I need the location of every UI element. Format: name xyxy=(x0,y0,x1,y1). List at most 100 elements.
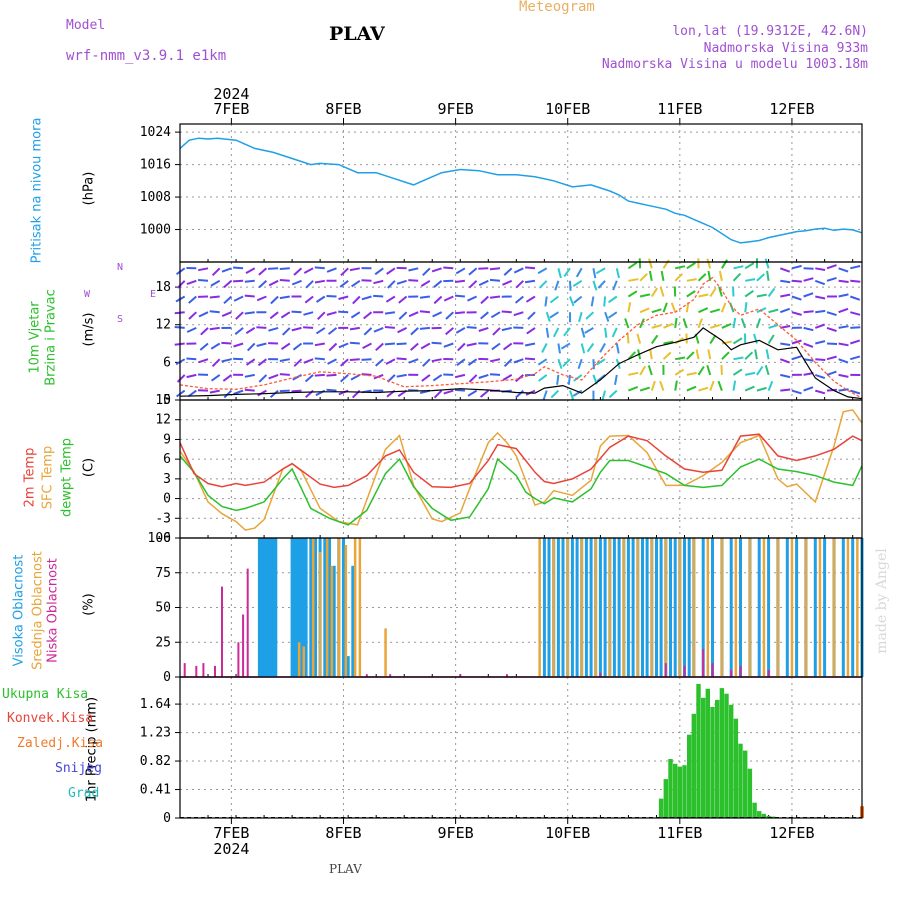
wind-arrow xyxy=(764,258,770,269)
wind-arrow xyxy=(384,342,395,346)
cloud-low-bar xyxy=(389,674,392,677)
cloud-high-bar xyxy=(659,538,663,677)
wind-arrow xyxy=(707,270,712,281)
wind-arrow xyxy=(767,380,774,391)
wind-arrow xyxy=(838,279,849,283)
wind-arrow xyxy=(768,308,779,314)
wind-arrow xyxy=(732,317,737,329)
cloud-high-bar xyxy=(841,538,845,677)
wind-arrow xyxy=(502,279,513,286)
precip-total-bar xyxy=(743,750,748,818)
year-bottom: 2024 xyxy=(213,840,249,858)
wind-arrow xyxy=(545,311,551,322)
wind-speed-line xyxy=(179,327,863,400)
pressure-line xyxy=(179,137,863,244)
cloud-low-bar xyxy=(221,586,223,677)
wind-arrow xyxy=(674,317,678,329)
wind-arrow xyxy=(780,388,791,392)
wind-arrow xyxy=(639,293,651,298)
wind-arrow xyxy=(639,318,645,329)
wind-arrow xyxy=(838,325,849,329)
wind-arrow xyxy=(744,262,755,270)
wind-arrow xyxy=(573,374,583,382)
wind-arrow xyxy=(385,358,396,365)
wind-arrow xyxy=(209,389,220,394)
wind-arrow xyxy=(211,374,221,382)
precip-total-bar xyxy=(710,706,715,818)
cloud-low-bar xyxy=(202,663,205,677)
wind-arrow xyxy=(513,358,524,364)
wind-arrow xyxy=(815,340,826,345)
wind-arrow xyxy=(791,311,802,316)
wind-arrow xyxy=(557,358,563,370)
cloud-high-bar xyxy=(584,538,588,677)
wind-arrows xyxy=(174,258,861,401)
ytick-label-4-4: 1.64 xyxy=(140,697,171,712)
wind-arrow xyxy=(340,358,349,367)
wind-arrow xyxy=(525,342,536,347)
wind-arrow xyxy=(386,267,396,275)
wind-arrow xyxy=(612,280,618,291)
wind-arrow xyxy=(549,311,559,319)
precip-total-bar xyxy=(771,816,776,818)
wind-arrow xyxy=(468,374,478,383)
precip-total-bar xyxy=(658,798,664,818)
cloud-high-bar xyxy=(271,538,275,677)
wind-arrow xyxy=(233,295,244,302)
wind-arrow xyxy=(826,326,837,332)
wind-arrow xyxy=(803,326,814,332)
compass-s: S xyxy=(117,314,124,325)
wind-arrow xyxy=(580,327,586,338)
cloud-mid-bar xyxy=(846,538,850,677)
cloud-high-bar xyxy=(274,538,278,677)
wind-arrow xyxy=(557,343,561,354)
wind-arrow xyxy=(557,268,562,279)
wind-arrow xyxy=(850,326,861,329)
wind-arrow xyxy=(720,302,727,313)
cloud-mid-bar xyxy=(311,538,315,677)
wind-arrow xyxy=(293,358,303,367)
wind-arrow xyxy=(480,311,489,320)
wind-arrow xyxy=(550,389,560,399)
ytick-label-4-2: 0.82 xyxy=(140,754,171,769)
wind-arrow xyxy=(223,295,233,305)
elevation-text: Nadmorska Visina 933m xyxy=(703,41,868,56)
wind-arrow xyxy=(363,311,373,320)
wind-arrow xyxy=(733,265,744,270)
precip-total-bar xyxy=(663,779,668,818)
cloud-high-bar xyxy=(641,538,644,677)
wind-arrow xyxy=(826,311,837,317)
wind-arrow xyxy=(698,293,709,298)
wind-arrow xyxy=(525,295,536,303)
wind-arrow xyxy=(420,279,431,287)
wind-arrow xyxy=(662,351,672,360)
cloud-high-bar xyxy=(785,538,789,677)
wind-arrow xyxy=(815,389,826,395)
precip-total-bar xyxy=(696,683,701,818)
wind-arrow xyxy=(514,295,524,304)
cloud-high-bar xyxy=(302,538,306,677)
cloud-high-bar xyxy=(292,538,296,677)
wind-arrow xyxy=(257,389,267,397)
wind-arrow xyxy=(268,373,279,380)
precip-total-bar xyxy=(757,811,762,818)
wind-arrow xyxy=(210,342,221,350)
wind-arrow xyxy=(580,343,586,354)
wind-arrow xyxy=(385,295,396,303)
cloud-low-bar xyxy=(599,672,602,677)
wind-arrow xyxy=(327,358,337,365)
wind-arrow xyxy=(361,373,372,376)
wind-arrow xyxy=(350,374,361,381)
cloud-mid-bar xyxy=(692,538,696,677)
wind-arrow xyxy=(338,342,349,349)
legend-convective-rain: Konvek.Kisa xyxy=(7,711,94,726)
wind-arrow xyxy=(780,279,791,284)
wind-arrow xyxy=(541,343,548,353)
wind-arrow xyxy=(709,380,715,391)
cloud-high-bar xyxy=(547,538,551,677)
cloud-low-bar xyxy=(683,665,686,677)
wind-arrow xyxy=(454,279,466,283)
wind-arrow xyxy=(639,272,648,282)
wind-arrow xyxy=(765,349,770,360)
wind-arrow xyxy=(756,366,764,376)
